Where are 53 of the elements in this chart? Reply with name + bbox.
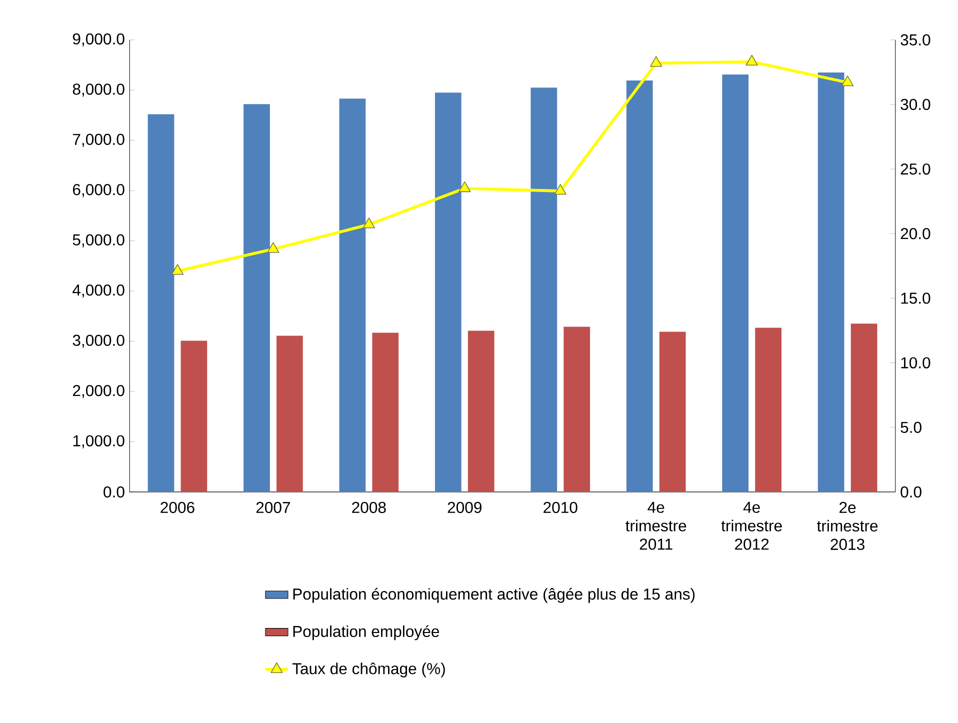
y2-tick-label: 5.0 bbox=[900, 422, 922, 434]
point bbox=[841, 76, 854, 86]
bar bbox=[244, 104, 270, 492]
bar bbox=[530, 88, 558, 492]
point bbox=[650, 56, 662, 67]
y-tick-label: 9,000.0 bbox=[72, 34, 124, 47]
y-tick-label: 5,000.0 bbox=[72, 234, 124, 248]
bar bbox=[339, 98, 366, 492]
x-tick-label: 2010 bbox=[544, 502, 578, 514]
bar bbox=[722, 74, 749, 492]
bar bbox=[818, 72, 844, 492]
x-tick-label: 2007 bbox=[256, 502, 290, 514]
point bbox=[458, 182, 471, 192]
x-tick-label: 2006 bbox=[160, 502, 194, 514]
point bbox=[362, 218, 376, 228]
bar bbox=[755, 328, 782, 492]
point bbox=[267, 242, 280, 253]
bar bbox=[564, 326, 590, 492]
legend-label: Population économiquement active (âgée plus de 15 ans) bbox=[293, 588, 695, 604]
x-tick-label: 2009 bbox=[448, 502, 482, 514]
y-tick-label: 2,000.0 bbox=[72, 385, 124, 398]
x-tick-label: 4e trimestre 2011 bbox=[626, 502, 686, 550]
y2-tick-label: 15.0 bbox=[901, 292, 930, 304]
x-tick-label: 4e trimestre 2012 bbox=[721, 502, 782, 550]
y2-tick-label: 25.0 bbox=[900, 164, 930, 175]
y2-tick-label: 20.0 bbox=[900, 228, 930, 240]
y-tick-label: 4,000.0 bbox=[72, 284, 124, 298]
y2-tick-label: 35.0 bbox=[900, 34, 930, 46]
bar bbox=[850, 324, 878, 492]
y-tick-label: 8,000.0 bbox=[72, 84, 124, 97]
point bbox=[171, 264, 184, 275]
y2-tick-label: 10.0 bbox=[901, 357, 930, 369]
legend-label: Population employée bbox=[293, 625, 440, 640]
y-tick-label: 0.0 bbox=[104, 486, 124, 498]
x-tick-label: 2008 bbox=[352, 502, 386, 514]
point bbox=[554, 184, 566, 195]
legend-label: Taux de chômage (%) bbox=[292, 662, 445, 678]
bar bbox=[468, 330, 494, 492]
bar bbox=[148, 114, 174, 492]
bar bbox=[276, 336, 303, 492]
x-tick-label: 2e trimestre 2013 bbox=[817, 502, 878, 550]
y-tick-label: 3,000.0 bbox=[72, 334, 124, 348]
y-tick-label: 6,000.0 bbox=[72, 184, 124, 198]
bar bbox=[434, 92, 462, 492]
y-tick-label: 7,000.0 bbox=[72, 134, 124, 148]
bar bbox=[180, 340, 208, 492]
bar bbox=[372, 332, 399, 492]
y2-tick-label: 0.0 bbox=[900, 486, 922, 498]
point bbox=[746, 55, 758, 66]
y-tick-label: 1,000.0 bbox=[73, 435, 124, 448]
bar bbox=[626, 80, 653, 492]
y2-tick-label: 30.0 bbox=[900, 99, 930, 110]
bar bbox=[659, 332, 686, 492]
